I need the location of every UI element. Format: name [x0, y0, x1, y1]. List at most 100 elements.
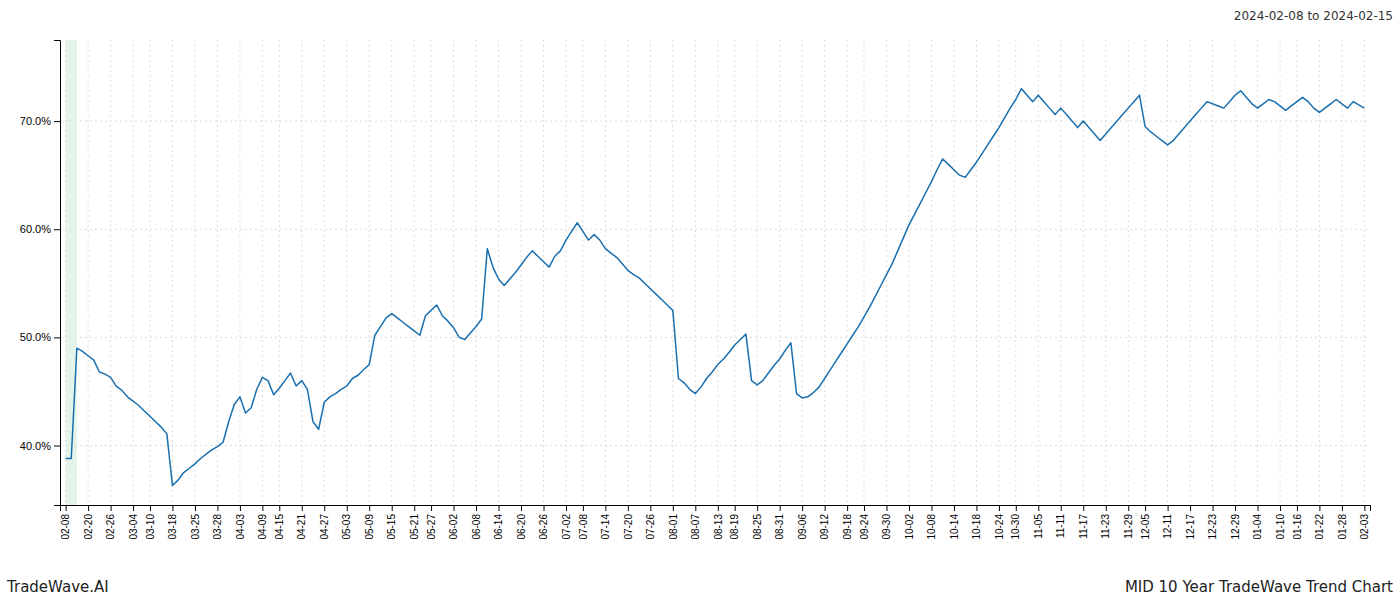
grid-line [695, 40, 696, 505]
x-tick: 12-29 [1230, 505, 1241, 540]
grid-line [1038, 40, 1039, 505]
grid-line [391, 40, 392, 505]
y-tick-mark [54, 446, 60, 447]
x-tick-label: 12-29 [1230, 514, 1241, 540]
x-tick-mark [1213, 505, 1214, 511]
x-tick: 11-23 [1100, 505, 1111, 539]
grid-line [498, 40, 499, 505]
x-tick-label: 04-21 [296, 514, 307, 540]
x-tick: 01-10 [1275, 505, 1286, 540]
grid-line [239, 40, 240, 505]
grid-line [1257, 40, 1258, 505]
x-tick: 07-08 [578, 505, 589, 540]
x-tick: 05-27 [426, 505, 437, 540]
x-tick: 07-20 [623, 505, 634, 540]
x-tick-mark [1319, 505, 1320, 511]
grid-line [172, 40, 173, 505]
x-tick: 08-31 [774, 505, 785, 540]
plot: 02-0802-2002-2603-0403-1003-1803-2503-28… [20, 40, 1371, 540]
x-tick-mark [1364, 505, 1365, 511]
x-tick-label: 06-02 [448, 514, 459, 540]
grid-line [1083, 40, 1084, 505]
x-tick-mark [88, 505, 89, 511]
x-tick-mark [825, 505, 826, 511]
grid-line [431, 40, 432, 505]
grid-line [133, 40, 134, 505]
x-tick: 05-03 [341, 505, 352, 540]
grid-line [931, 40, 932, 505]
x-tick: 06-20 [516, 505, 527, 540]
chart: 02-0802-2002-2603-0403-1003-1803-2503-28… [0, 0, 1400, 600]
grid-line [605, 40, 606, 505]
x-tick: 08-25 [752, 505, 763, 540]
x-tick-mark [1297, 505, 1298, 511]
x-tick: 02-08 [60, 505, 71, 540]
grid-line [279, 40, 280, 505]
x-tick-label: 12-23 [1207, 514, 1218, 540]
x-tick-label: 01-04 [1252, 514, 1263, 540]
grid-line [1128, 40, 1129, 505]
x-tick-label: 09-24 [859, 514, 870, 540]
grid-line [346, 40, 347, 505]
x-tick-mark [802, 505, 803, 511]
x-tick-label: 07-26 [645, 514, 656, 540]
x-tick-mark [1190, 505, 1191, 511]
x-tick-mark [1038, 505, 1039, 511]
grid-line [802, 40, 803, 505]
x-tick-mark [1342, 505, 1343, 511]
y-tick-mark [54, 337, 60, 338]
grid-line [262, 40, 263, 505]
x-tick-mark [999, 505, 1000, 511]
x-tick: 03-18 [167, 505, 178, 540]
grid-line [369, 40, 370, 505]
grid-line [566, 40, 567, 505]
x-tick-label: 12-17 [1185, 514, 1196, 540]
x-tick-label: 09-12 [819, 514, 830, 540]
x-tick-label: 10-02 [904, 514, 915, 540]
grid-line [672, 40, 673, 505]
grid-line [1167, 40, 1168, 505]
x-tick-label: 02-26 [105, 514, 116, 540]
x-tick: 06-02 [448, 505, 459, 540]
x-tick-mark [1235, 505, 1236, 511]
x-tick: 03-28 [212, 505, 223, 540]
grid-line [757, 40, 758, 505]
grid-line [908, 40, 909, 505]
x-tick: 11-29 [1123, 505, 1134, 539]
x-tick-label: 05-21 [409, 514, 420, 540]
grid-line [60, 121, 1370, 122]
x-tick: 12-17 [1185, 505, 1196, 540]
x-tick-label: 06-08 [471, 514, 482, 540]
x-tick-mark [583, 505, 584, 511]
grid-line [88, 40, 89, 505]
x-tick-mark [976, 505, 977, 511]
x-tick-mark [133, 505, 134, 511]
x-tick-mark [66, 505, 67, 511]
grid-line [543, 40, 544, 505]
x-tick-mark [240, 505, 241, 511]
x-tick-label: 06-26 [538, 514, 549, 540]
x-tick: 02-26 [105, 505, 116, 540]
grid-line [60, 337, 1370, 338]
x-tick: 04-03 [235, 505, 246, 540]
x-tick-label: 12-11 [1162, 514, 1173, 539]
grid-line [1060, 40, 1061, 505]
x-tick-mark [864, 505, 865, 511]
x-tick-label: 10-08 [926, 514, 937, 540]
x-tick-mark [217, 505, 218, 511]
x-tick-mark [392, 505, 393, 511]
grid-line [998, 40, 999, 505]
x-tick-label: 09-06 [797, 514, 808, 540]
x-tick: 02-03 [1359, 505, 1370, 540]
x-tick: 07-02 [561, 505, 572, 540]
x-tick-label: 05-27 [426, 514, 437, 540]
x-tick: 12-05 [1140, 505, 1151, 540]
x-tick-label: 03-10 [145, 514, 156, 540]
x-tick-label: 07-14 [600, 514, 611, 540]
grid-line [1341, 40, 1342, 505]
x-tick-mark [954, 505, 955, 511]
x-tick-mark [1061, 505, 1062, 511]
x-tick: 04-21 [296, 505, 307, 540]
grid-line [863, 40, 864, 505]
x-tick: 09-06 [797, 505, 808, 540]
